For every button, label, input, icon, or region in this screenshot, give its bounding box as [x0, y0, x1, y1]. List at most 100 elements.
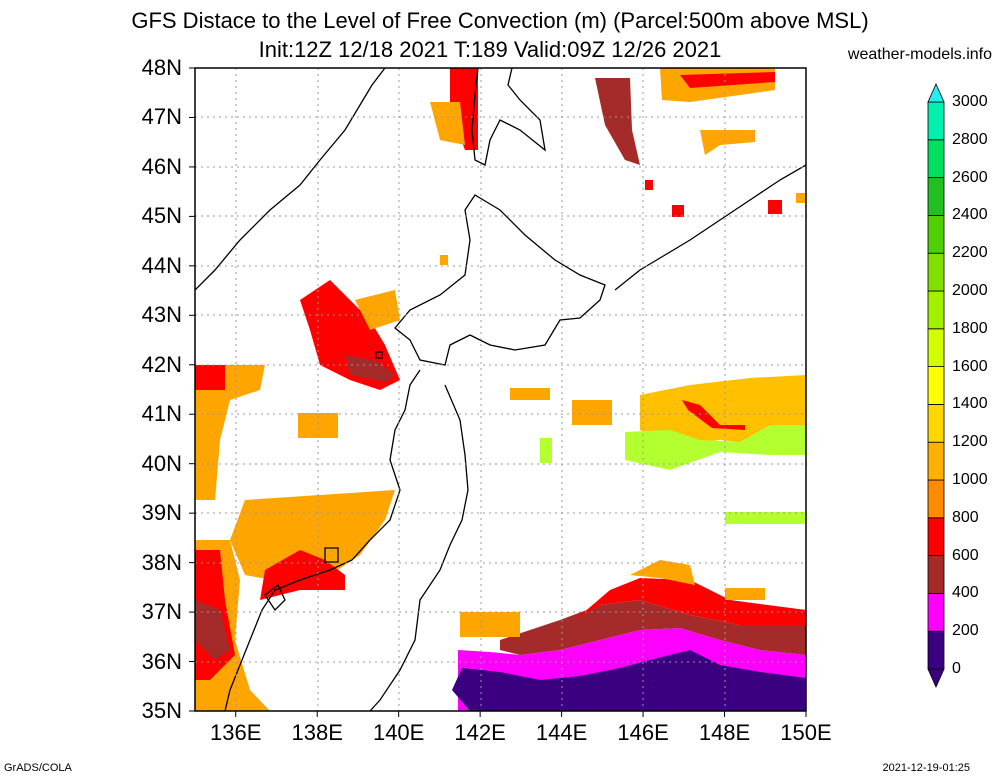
colorbar-segment	[927, 555, 945, 594]
lfc-patch-orange-5	[460, 612, 520, 637]
lfc-region-brown-hokkaido	[345, 355, 395, 382]
colorbar-label-1800: 1800	[952, 319, 988, 337]
colorbar-segment	[927, 403, 945, 443]
lon-label-136E: 136E	[210, 720, 262, 745]
lat-label-35N: 35N	[141, 698, 182, 723]
colorbar-label-0: 0	[952, 660, 961, 677]
lfc-region-orange-hokkaido	[355, 290, 400, 330]
coastline-sakhalin	[471, 68, 546, 166]
colorbar-label-2400: 2400	[952, 206, 988, 224]
lfc-patch-orange-3	[572, 400, 612, 425]
colorbar-label-600: 600	[952, 546, 979, 564]
lfc-region-brown-north	[595, 78, 640, 165]
colorbar-segment	[927, 177, 945, 216]
colorbar-arrow-top	[927, 83, 945, 103]
lfc-region-orange-north	[430, 102, 465, 145]
lon-label-148E: 148E	[698, 720, 751, 745]
lfc-region-orange-sea	[230, 490, 395, 585]
lfc-patch-red-3	[645, 180, 653, 190]
lat-label-41N: 41N	[141, 401, 182, 427]
colorbar-label-1200: 1200	[952, 433, 988, 451]
plot-frame	[194, 67, 807, 712]
lon-label-150E: 150E	[780, 720, 832, 745]
colorbar-segment	[927, 479, 945, 519]
lfc-region-orange-west	[195, 365, 265, 500]
lfc-patch-orange-4	[725, 588, 765, 600]
lon-label-144E: 144E	[535, 720, 588, 745]
lfc-region-orange-south	[630, 560, 695, 585]
gridlines	[195, 68, 806, 711]
lfc-region-yellow-ne	[640, 375, 806, 445]
lfc-region-red-ne	[682, 400, 745, 430]
lfc-region-red-ne-top	[680, 72, 775, 88]
colorbar-segment	[927, 441, 945, 481]
lat-label-40N: 40N	[141, 450, 182, 476]
lfc-region-red-west	[195, 365, 225, 390]
map-subtitle: Init:12Z 12/18 2021 T:189 Valid:09Z 12/2…	[258, 37, 722, 62]
footer-software: GrADS/COLA	[4, 762, 72, 774]
coastlines	[195, 68, 806, 711]
lfc-patch-orange-2	[510, 388, 550, 400]
lon-label-142E: 142E	[454, 720, 506, 745]
lfc-patch-green-1	[540, 438, 552, 463]
coastline-noto	[264, 583, 286, 612]
coastline-mainland-asia	[195, 68, 386, 291]
colorbar-segment	[927, 101, 945, 141]
lfc-patch-orange-7	[440, 255, 448, 265]
lfc-region-red-south	[575, 578, 806, 625]
colorbar-label-200: 200	[952, 622, 979, 640]
colorbar-label-2200: 2200	[952, 244, 988, 262]
lfc-field	[195, 68, 806, 711]
colorbar-label-2600: 2600	[952, 168, 988, 186]
colorbar-segment	[927, 630, 945, 670]
lat-label-44N: 44N	[141, 252, 182, 278]
colorbar-segment	[927, 328, 945, 367]
colorbar-segment	[927, 593, 945, 632]
colorbar-segment	[927, 214, 945, 254]
lfc-region-green-east	[725, 512, 806, 524]
lfc-region-red-north	[450, 68, 478, 150]
lfc-patch-orange-6	[796, 193, 806, 203]
lat-label-48N: 48N	[141, 55, 182, 80]
colorbar-segment	[927, 139, 945, 179]
lfc-region-green-ne	[625, 425, 806, 470]
colorbar-segment	[927, 290, 945, 330]
colorbar-label-2800: 2800	[952, 130, 988, 148]
lat-label-45N: 45N	[141, 203, 182, 229]
colorbar-label-400: 400	[952, 584, 979, 602]
colorbar-segment	[927, 366, 945, 405]
coastline-okushiri	[375, 351, 383, 359]
lat-label-47N: 47N	[141, 104, 182, 130]
lfc-patch-red-2	[768, 200, 782, 214]
lon-label-146E: 146E	[617, 720, 669, 745]
colorbar-label-1400: 1400	[952, 395, 988, 413]
lfc-patch-red-1	[672, 205, 684, 217]
lfc-region-orange-ne-mid	[700, 130, 755, 155]
coastline-sado	[324, 547, 339, 563]
axis-ticks	[189, 67, 807, 717]
source-credit: weather-models.info	[847, 46, 992, 63]
lfc-region-purple	[452, 650, 806, 711]
coastline-honshu-north	[224, 369, 421, 711]
colorbar-label-1600: 1600	[952, 357, 988, 375]
colorbar-label-1000: 1000	[952, 471, 988, 488]
lat-label-46N: 46N	[141, 153, 182, 179]
lat-label-38N: 38N	[141, 549, 182, 575]
lat-label-36N: 36N	[141, 648, 182, 674]
colorbar-segment	[927, 252, 945, 292]
lon-label-140E: 140E	[372, 720, 425, 745]
coastline-honshu-east	[369, 384, 469, 711]
colorbar-label-2000: 2000	[952, 282, 988, 299]
colorbar	[927, 83, 945, 688]
lat-label-42N: 42N	[141, 351, 182, 377]
coastline-kuril	[614, 164, 806, 291]
colorbar-segment	[927, 517, 945, 556]
colorbar-label-800: 800	[952, 508, 979, 526]
footer-timestamp: 2021-12-19-01:25	[882, 762, 970, 774]
lat-label-39N: 39N	[141, 500, 182, 526]
lfc-region-brown-south	[500, 600, 806, 655]
colorbar-label-3000: 3000	[952, 93, 988, 110]
lon-label-138E: 138E	[291, 720, 343, 745]
colorbar-arrow-bottom	[927, 668, 945, 688]
